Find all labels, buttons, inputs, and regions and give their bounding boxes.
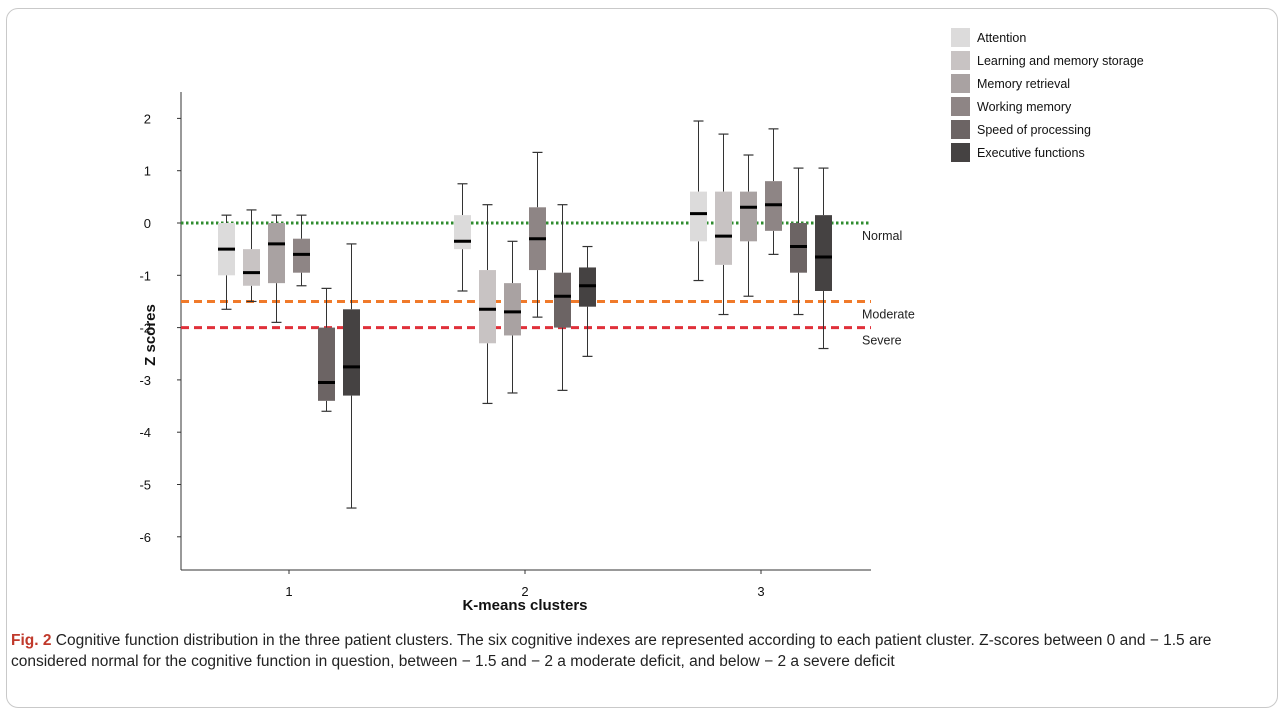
legend-swatch — [951, 143, 970, 162]
box-1-2 — [504, 240, 521, 394]
x-tick-label: 3 — [757, 584, 764, 599]
box-1-3 — [529, 151, 546, 318]
y-tick-label: -3 — [139, 373, 151, 388]
legend-label: Learning and memory storage — [977, 54, 1144, 68]
reference-line-label: Normal — [862, 229, 902, 243]
box-iqr — [815, 215, 832, 291]
box-2-3 — [765, 128, 782, 255]
axes: 2 1 0 -1 -2 -3 -4 -5 -6 1 2 3 — [139, 92, 871, 599]
box-0-5 — [343, 243, 360, 509]
box-iqr — [554, 272, 571, 328]
box-0-0 — [218, 214, 235, 310]
legend-label: Executive functions — [977, 146, 1085, 160]
reference-line-label: Severe — [862, 334, 902, 348]
box-2-5 — [815, 167, 832, 350]
y-tick-label: -4 — [139, 425, 151, 440]
y-axis-label: Z scores — [142, 304, 159, 366]
box-1-5 — [579, 245, 596, 357]
y-tick-label: -1 — [139, 268, 151, 283]
legend-label: Memory retrieval — [977, 77, 1070, 91]
box-iqr — [479, 270, 496, 344]
figure-frame — [6, 8, 1278, 708]
box-plot-chart: 210-1-2-3-4-5-61 2 3 NormalModerateSevere … — [139, 28, 1144, 614]
legend-swatch — [951, 120, 970, 139]
box-2-0 — [690, 120, 707, 282]
legend: Attention Learning and memory storage Memo… — [951, 28, 1144, 162]
reference-line-label: Moderate — [862, 307, 915, 321]
box-iqr — [268, 223, 285, 284]
box-2-4 — [790, 167, 807, 316]
legend-swatch — [951, 97, 970, 116]
box-series — [218, 120, 832, 509]
y-tick-label: -2 — [139, 321, 151, 336]
legend-label: Attention — [977, 31, 1026, 45]
x-tick-label: 1 — [285, 584, 292, 599]
box-iqr — [504, 283, 521, 336]
box-iqr — [690, 191, 707, 242]
y-tick-label: -5 — [139, 478, 151, 493]
legend-label: Working memory — [977, 100, 1072, 114]
caption-text: Cognitive function distribution in the t… — [11, 632, 1212, 670]
box-2-1 — [715, 133, 732, 316]
figure-number: Fig. 2 — [11, 632, 52, 649]
y-tick-label: 2 — [144, 111, 151, 126]
box-iqr — [715, 191, 732, 265]
x-axis-label: K-means clusters — [462, 597, 587, 614]
box-0-3 — [293, 214, 310, 287]
box-1-0 — [454, 183, 471, 292]
box-iqr — [343, 309, 360, 396]
box-iqr — [740, 191, 757, 242]
figure-caption: Fig. 2 Cognitive function distribution i… — [11, 630, 1273, 672]
y-tick-label: -6 — [139, 530, 151, 545]
legend-label: Speed of processing — [977, 123, 1091, 137]
box-iqr — [318, 327, 335, 401]
x-tick-label: 2 — [521, 584, 528, 599]
box-0-2 — [268, 214, 285, 323]
box-0-1 — [243, 209, 260, 303]
y-tick-label: 1 — [144, 164, 151, 179]
legend-swatch — [951, 74, 970, 93]
box-0-4 — [318, 287, 335, 412]
y-tick-label: 0 — [144, 216, 151, 231]
box-iqr — [243, 249, 260, 286]
box-1-1 — [479, 204, 496, 405]
legend-swatch — [951, 28, 970, 47]
box-2-2 — [740, 154, 757, 297]
box-iqr — [454, 215, 471, 250]
legend-swatch — [951, 51, 970, 70]
reference-lines: Normal Moderate Severe — [181, 221, 915, 348]
box-1-4 — [554, 204, 571, 391]
